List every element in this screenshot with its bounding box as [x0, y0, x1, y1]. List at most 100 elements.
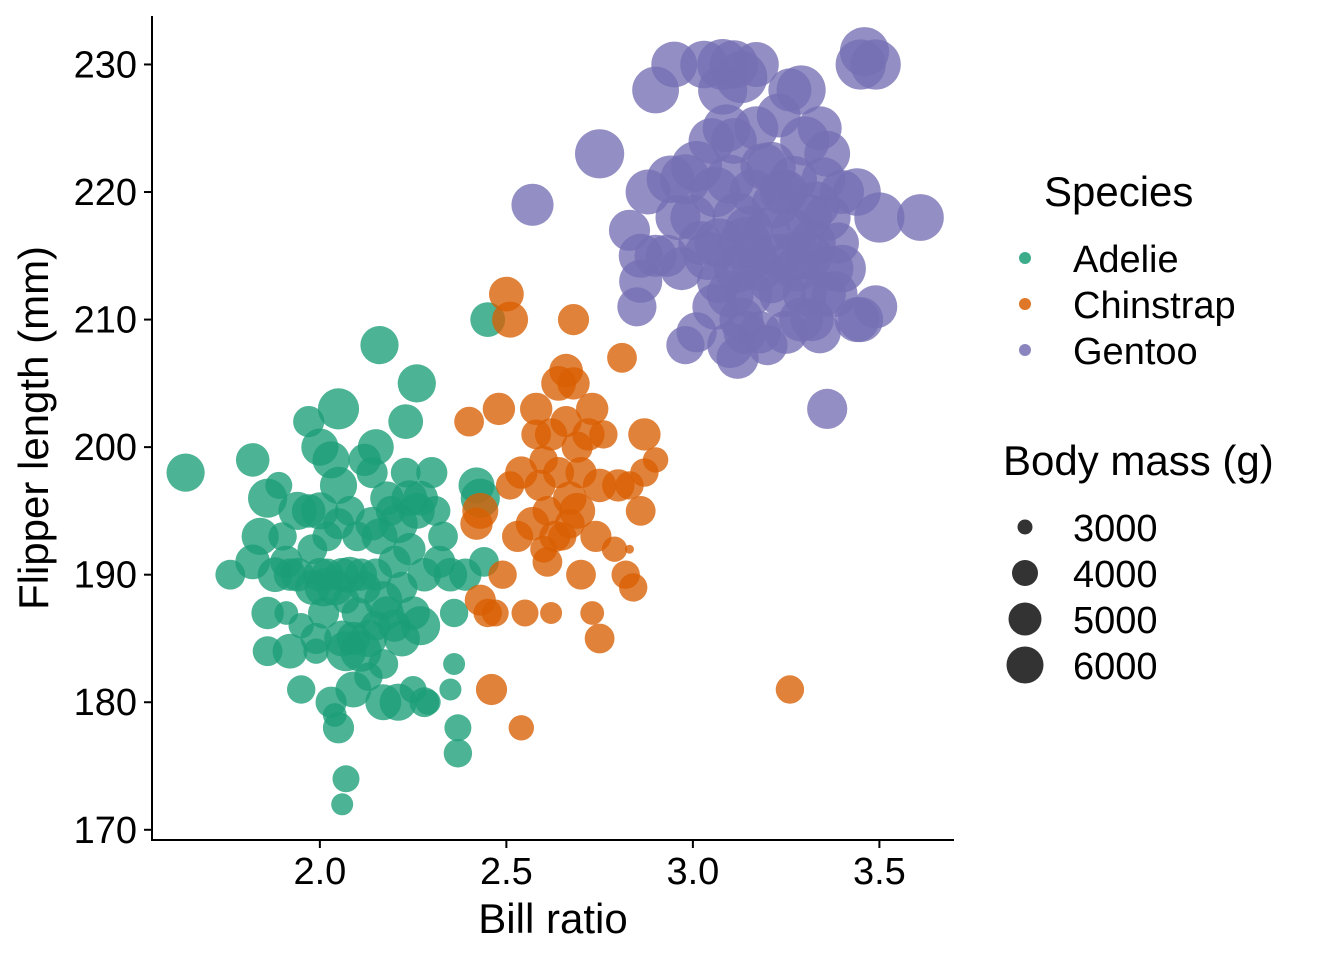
data-point-adelie — [439, 678, 462, 701]
data-point-chinstrap — [475, 673, 508, 706]
data-point-adelie — [393, 533, 426, 566]
data-point-adelie — [319, 466, 358, 504]
size-label-3000: 3000 — [1073, 508, 1158, 550]
data-point-chinstrap — [508, 715, 534, 741]
data-point-chinstrap — [628, 418, 661, 451]
data-point-adelie — [308, 597, 340, 629]
data-point-adelie — [322, 712, 355, 744]
data-point-adelie — [401, 606, 441, 646]
y-axis-ticks: 170 180 190 200 210 220 230 — [74, 44, 152, 852]
y-tick-label: 200 — [74, 427, 137, 469]
data-point-adelie — [388, 404, 424, 439]
data-point-chinstrap — [482, 392, 516, 426]
legend-key-gentoo — [1019, 344, 1031, 356]
data-point-adelie — [272, 633, 308, 669]
data-point-chinstrap — [543, 457, 575, 489]
size-key-4000 — [1012, 560, 1038, 586]
data-point-chinstrap — [642, 447, 669, 473]
x-axis-title: Bill ratio — [478, 895, 627, 942]
data-point-adelie — [268, 522, 297, 551]
data-point-chinstrap — [511, 599, 539, 627]
legend-label-adelie: Adelie — [1073, 239, 1179, 281]
data-point-chinstrap — [580, 601, 605, 625]
data-point-gentoo — [804, 130, 851, 177]
data-point-gentoo — [511, 183, 554, 226]
data-point-chinstrap — [454, 406, 484, 437]
x-tick-label: 3.5 — [853, 851, 906, 893]
y-tick-label: 180 — [74, 682, 137, 724]
species-legend-title: Species — [1044, 168, 1193, 215]
data-point-adelie — [368, 649, 399, 679]
data-point-adelie — [443, 739, 473, 768]
size-label-6000: 6000 — [1073, 646, 1158, 688]
data-point-gentoo — [807, 388, 848, 429]
data-point-adelie — [415, 689, 441, 715]
data-point-adelie — [265, 471, 293, 499]
data-point-gentoo — [798, 311, 841, 354]
data-point-adelie — [428, 521, 458, 552]
data-point-chinstrap — [462, 492, 499, 529]
data-point-gentoo — [776, 65, 826, 115]
data-point-chinstrap — [540, 602, 563, 624]
data-point-chinstrap — [520, 392, 553, 426]
data-point-gentoo — [854, 192, 905, 243]
points-layer — [166, 27, 944, 816]
data-point-adelie — [317, 388, 360, 430]
data-point-adelie — [235, 443, 270, 477]
data-point-gentoo — [897, 194, 944, 241]
data-point-adelie — [397, 364, 436, 403]
data-point-chinstrap — [601, 536, 628, 562]
y-tick-label: 190 — [74, 555, 137, 597]
data-point-chinstrap — [576, 392, 609, 426]
size-label-4000: 4000 — [1073, 554, 1158, 596]
data-point-adelie — [390, 457, 421, 488]
size-key-5000 — [1008, 602, 1042, 636]
size-label-5000: 5000 — [1073, 600, 1158, 642]
data-point-chinstrap — [625, 496, 656, 526]
x-tick-label: 2.5 — [480, 851, 533, 893]
data-point-adelie — [332, 765, 360, 793]
x-axis-ticks: 2.0 2.5 3.0 3.5 — [293, 840, 906, 893]
legend-label-chinstrap: Chinstrap — [1073, 285, 1236, 327]
x-tick-label: 2.0 — [293, 851, 346, 893]
y-tick-label: 220 — [74, 172, 137, 214]
data-point-adelie — [439, 598, 469, 628]
data-point-adelie — [287, 675, 316, 704]
data-point-chinstrap — [619, 573, 648, 602]
y-axis-title: Flipper length (mm) — [10, 246, 57, 610]
data-point-chinstrap — [488, 560, 517, 589]
legend-key-adelie — [1019, 252, 1031, 264]
data-point-chinstrap — [584, 623, 615, 654]
data-point-chinstrap — [775, 675, 805, 704]
data-point-chinstrap — [492, 301, 529, 338]
data-point-chinstrap — [557, 367, 590, 400]
y-tick-label: 230 — [74, 44, 137, 86]
data-point-gentoo — [854, 285, 898, 329]
data-point-adelie — [360, 326, 399, 365]
data-point-adelie — [443, 653, 466, 675]
legend-label-gentoo: Gentoo — [1073, 331, 1198, 373]
data-point-adelie — [416, 457, 448, 489]
data-point-adelie — [357, 429, 394, 466]
data-point-gentoo — [575, 129, 625, 179]
data-point-adelie — [251, 596, 284, 630]
size-key-6000 — [1006, 646, 1044, 684]
size-key-3000 — [1017, 519, 1033, 535]
legend-key-chinstrap — [1019, 298, 1031, 310]
data-point-gentoo — [733, 42, 779, 87]
y-tick-label: 210 — [74, 300, 137, 342]
data-point-chinstrap — [532, 547, 563, 577]
x-tick-label: 3.0 — [666, 851, 719, 893]
data-point-adelie — [356, 457, 388, 489]
data-point-chinstrap — [557, 304, 590, 336]
data-point-adelie — [166, 453, 205, 492]
data-point-chinstrap — [589, 420, 618, 449]
data-point-chinstrap — [607, 342, 637, 373]
data-point-chinstrap — [566, 559, 596, 590]
data-point-adelie — [331, 793, 354, 816]
data-point-chinstrap — [481, 599, 509, 627]
